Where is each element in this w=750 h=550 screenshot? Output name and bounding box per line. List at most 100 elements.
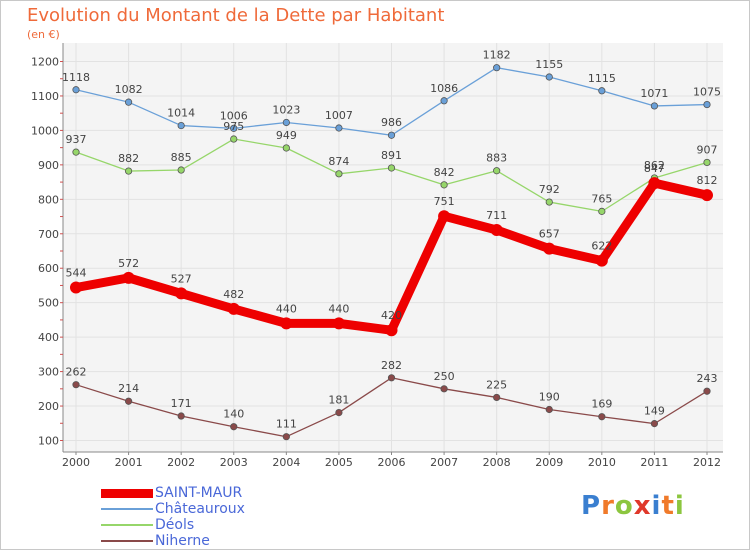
data-label: 527	[171, 272, 192, 285]
proxiti-logo: Proxiti	[581, 491, 685, 521]
data-point	[177, 121, 185, 130]
y-tick-label: 1100	[31, 90, 59, 103]
data-point	[387, 164, 396, 172]
data-label: 140	[223, 408, 244, 421]
data-point	[72, 381, 80, 389]
data-point	[545, 198, 553, 206]
data-label: 842	[434, 166, 455, 179]
legend-item-niherne: Niherne	[101, 533, 245, 549]
plot-background	[63, 43, 723, 452]
legend-item-saint-maur: SAINT-MAUR	[101, 485, 245, 501]
data-label: 812	[697, 174, 718, 187]
x-tick-label: 2007	[430, 456, 458, 469]
logo-letter: x	[633, 491, 652, 521]
data-point	[335, 124, 343, 132]
chart-title: Evolution du Montant de la Dette par Hab…	[27, 5, 445, 26]
data-point	[440, 97, 448, 105]
x-tick-label: 2003	[220, 456, 248, 469]
legend-swatch	[101, 524, 153, 526]
legend-swatch	[101, 488, 153, 498]
data-label: 149	[644, 405, 665, 418]
data-label: 1014	[167, 107, 195, 120]
y-tick-label: 800	[38, 193, 59, 206]
data-point	[335, 170, 343, 178]
legend-swatch	[101, 508, 153, 510]
data-point	[282, 144, 290, 152]
data-point	[230, 124, 238, 132]
data-point	[72, 148, 80, 156]
data-label: 190	[539, 390, 560, 403]
data-point	[545, 73, 553, 81]
data-point	[124, 167, 133, 175]
data-point	[387, 374, 396, 382]
data-label: 572	[118, 257, 139, 270]
x-tick-label: 2012	[693, 456, 721, 469]
data-point	[703, 387, 711, 395]
data-point	[650, 420, 659, 428]
y-tick-label: 600	[38, 262, 59, 275]
data-label: 1118	[62, 71, 90, 84]
series-niherne: 262 214 171 140 111 181 282 250 225 190 169 149 243	[66, 359, 718, 441]
legend-label: Déols	[155, 517, 195, 533]
data-point	[230, 135, 238, 143]
data-label: 482	[223, 288, 244, 301]
x-tick-label: 2008	[483, 456, 511, 469]
data-point	[282, 118, 290, 127]
data-label: 657	[539, 228, 560, 241]
data-point	[598, 207, 606, 215]
data-point	[440, 181, 448, 189]
data-point	[177, 412, 185, 420]
data-point	[490, 223, 503, 236]
data-point	[650, 102, 659, 110]
legend: SAINT-MAUR Châteauroux Déols Niherne	[101, 485, 245, 549]
x-tick-label: 2005	[325, 456, 353, 469]
data-label: 420	[381, 309, 402, 322]
data-point	[282, 433, 290, 441]
logo-letter: t	[661, 491, 675, 521]
y-tick-label: 500	[38, 297, 59, 310]
data-label: 171	[171, 397, 192, 410]
logo-letter: o	[614, 491, 634, 521]
data-label: 1071	[640, 87, 668, 100]
data-label: 874	[328, 155, 349, 168]
data-label: 907	[697, 143, 718, 156]
data-point	[648, 177, 661, 190]
x-tick-label: 2006	[378, 456, 406, 469]
legend-label: Niherne	[155, 533, 210, 549]
data-point	[230, 423, 238, 431]
data-point	[280, 317, 293, 330]
data-point	[493, 167, 501, 175]
data-label: 169	[591, 398, 612, 411]
data-point	[493, 64, 501, 72]
data-point	[438, 210, 451, 223]
data-label: 250	[434, 370, 455, 383]
y-tick-label: 400	[38, 331, 59, 344]
plot-area: 100 200 300 400 500 600 700 800 900 1000 1100 1200 2…	[31, 43, 723, 469]
legend-label: Châteauroux	[155, 501, 245, 517]
logo-letter: r	[601, 491, 615, 521]
data-point	[124, 397, 133, 405]
data-label: 765	[591, 192, 612, 205]
data-label: 262	[66, 366, 87, 379]
y-tick-label: 300	[38, 366, 59, 379]
data-label: 975	[223, 120, 244, 133]
x-tick-label: 2002	[167, 456, 195, 469]
data-label: 986	[381, 116, 402, 129]
x-tick-label: 2009	[535, 456, 563, 469]
logo-letter: P	[581, 491, 602, 521]
data-label: 243	[697, 372, 718, 385]
x-tick-label: 2001	[115, 456, 143, 469]
data-label: 1006	[220, 109, 248, 122]
y-tick-label: 900	[38, 159, 59, 172]
x-tick-label: 2011	[640, 456, 668, 469]
data-label: 711	[486, 209, 507, 222]
data-point	[598, 87, 606, 95]
data-label: 622	[591, 240, 612, 253]
line-chart: 100 200 300 400 500 600 700 800 900 1000 1100 1200 2…	[31, 43, 723, 469]
data-point	[493, 393, 501, 402]
data-label: 282	[381, 359, 402, 372]
data-point	[70, 281, 82, 294]
data-label: 1155	[535, 58, 563, 71]
data-label: 1075	[693, 86, 721, 99]
